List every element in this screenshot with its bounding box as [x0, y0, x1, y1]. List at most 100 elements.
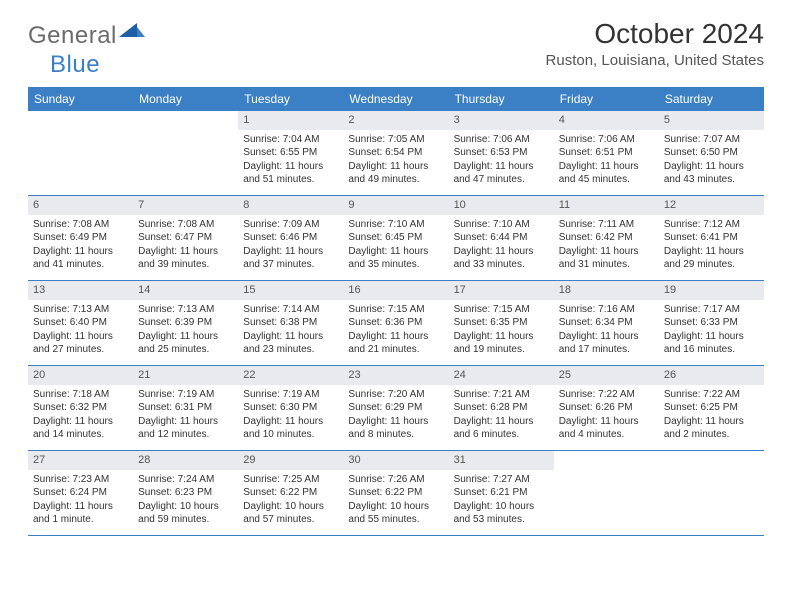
sunrise-text: Sunrise: 7:13 AM: [33, 303, 128, 317]
sunrise-text: Sunrise: 7:06 AM: [559, 133, 654, 147]
day-cell: 16Sunrise: 7:15 AMSunset: 6:36 PMDayligh…: [343, 281, 448, 365]
sunrise-text: Sunrise: 7:15 AM: [454, 303, 549, 317]
daylight-text: Daylight: 11 hours and 51 minutes.: [243, 160, 338, 187]
day-number: 31: [449, 451, 554, 470]
daylight-text: Daylight: 10 hours and 55 minutes.: [348, 500, 443, 527]
sunrise-text: Sunrise: 7:18 AM: [33, 388, 128, 402]
sunset-text: Sunset: 6:22 PM: [243, 486, 338, 500]
daylight-text: Daylight: 11 hours and 27 minutes.: [33, 330, 128, 357]
sunrise-text: Sunrise: 7:17 AM: [664, 303, 759, 317]
day-number: 14: [133, 281, 238, 300]
day-number: 21: [133, 366, 238, 385]
sunrise-text: Sunrise: 7:10 AM: [348, 218, 443, 232]
day-number: 22: [238, 366, 343, 385]
day-cell: 10Sunrise: 7:10 AMSunset: 6:44 PMDayligh…: [449, 196, 554, 280]
week-row: 6Sunrise: 7:08 AMSunset: 6:49 PMDaylight…: [28, 196, 764, 281]
day-cell: 23Sunrise: 7:20 AMSunset: 6:29 PMDayligh…: [343, 366, 448, 450]
day-number: 2: [343, 111, 448, 130]
day-number: 5: [659, 111, 764, 130]
sunrise-text: Sunrise: 7:11 AM: [559, 218, 654, 232]
title-block: October 2024 Ruston, Louisiana, United S…: [546, 18, 764, 69]
day-number: 23: [343, 366, 448, 385]
daylight-text: Daylight: 10 hours and 53 minutes.: [454, 500, 549, 527]
day-number: 28: [133, 451, 238, 470]
day-header-row: SundayMondayTuesdayWednesdayThursdayFrid…: [28, 87, 764, 111]
day-header-cell: Wednesday: [343, 87, 448, 111]
sunset-text: Sunset: 6:51 PM: [559, 146, 654, 160]
week-row: 27Sunrise: 7:23 AMSunset: 6:24 PMDayligh…: [28, 451, 764, 536]
day-number: 12: [659, 196, 764, 215]
sunrise-text: Sunrise: 7:27 AM: [454, 473, 549, 487]
sunset-text: Sunset: 6:46 PM: [243, 231, 338, 245]
day-cell: 25Sunrise: 7:22 AMSunset: 6:26 PMDayligh…: [554, 366, 659, 450]
daylight-text: Daylight: 11 hours and 29 minutes.: [664, 245, 759, 272]
sunset-text: Sunset: 6:40 PM: [33, 316, 128, 330]
sunset-text: Sunset: 6:44 PM: [454, 231, 549, 245]
day-number: 19: [659, 281, 764, 300]
sunrise-text: Sunrise: 7:04 AM: [243, 133, 338, 147]
day-number: 26: [659, 366, 764, 385]
sunset-text: Sunset: 6:39 PM: [138, 316, 233, 330]
sunrise-text: Sunrise: 7:24 AM: [138, 473, 233, 487]
day-number: 8: [238, 196, 343, 215]
sunset-text: Sunset: 6:26 PM: [559, 401, 654, 415]
day-header-cell: Sunday: [28, 87, 133, 111]
sunset-text: Sunset: 6:35 PM: [454, 316, 549, 330]
day-number: 20: [28, 366, 133, 385]
sunset-text: Sunset: 6:33 PM: [664, 316, 759, 330]
sunset-text: Sunset: 6:32 PM: [33, 401, 128, 415]
daylight-text: Daylight: 11 hours and 45 minutes.: [559, 160, 654, 187]
day-cell: 15Sunrise: 7:14 AMSunset: 6:38 PMDayligh…: [238, 281, 343, 365]
daylight-text: Daylight: 11 hours and 41 minutes.: [33, 245, 128, 272]
day-cell: 17Sunrise: 7:15 AMSunset: 6:35 PMDayligh…: [449, 281, 554, 365]
day-cell: 13 Sunrise: 7:13 AMSunset: 6:40 PMDayligh…: [28, 281, 133, 365]
day-cell: 4Sunrise: 7:06 AMSunset: 6:51 PMDaylight…: [554, 111, 659, 195]
day-number: 10: [449, 196, 554, 215]
daylight-text: Daylight: 11 hours and 21 minutes.: [348, 330, 443, 357]
daylight-text: Daylight: 11 hours and 49 minutes.: [348, 160, 443, 187]
day-number: 24: [449, 366, 554, 385]
location-text: Ruston, Louisiana, United States: [546, 52, 764, 69]
day-number: 6: [28, 196, 133, 215]
day-cell: 6Sunrise: 7:08 AMSunset: 6:49 PMDaylight…: [28, 196, 133, 280]
daylight-text: Daylight: 11 hours and 17 minutes.: [559, 330, 654, 357]
sunset-text: Sunset: 6:25 PM: [664, 401, 759, 415]
daylight-text: Daylight: 11 hours and 6 minutes.: [454, 415, 549, 442]
day-cell: 3Sunrise: 7:06 AMSunset: 6:53 PMDaylight…: [449, 111, 554, 195]
sunset-text: Sunset: 6:28 PM: [454, 401, 549, 415]
daylight-text: Daylight: 10 hours and 59 minutes.: [138, 500, 233, 527]
day-cell: 22Sunrise: 7:19 AMSunset: 6:30 PMDayligh…: [238, 366, 343, 450]
day-cell: 12Sunrise: 7:12 AMSunset: 6:41 PMDayligh…: [659, 196, 764, 280]
sunset-text: Sunset: 6:55 PM: [243, 146, 338, 160]
brand-text-1: General: [28, 22, 117, 50]
sunrise-text: Sunrise: 7:13 AM: [138, 303, 233, 317]
day-number: 11: [554, 196, 659, 215]
sunrise-text: Sunrise: 7:05 AM: [348, 133, 443, 147]
sunset-text: Sunset: 6:41 PM: [664, 231, 759, 245]
day-number: 30: [343, 451, 448, 470]
daylight-text: Daylight: 11 hours and 1 minute.: [33, 500, 128, 527]
sunset-text: Sunset: 6:23 PM: [138, 486, 233, 500]
brand-logo: General: [28, 22, 145, 50]
day-cell: 2Sunrise: 7:05 AMSunset: 6:54 PMDaylight…: [343, 111, 448, 195]
day-cell: 24Sunrise: 7:21 AMSunset: 6:28 PMDayligh…: [449, 366, 554, 450]
day-header-cell: Thursday: [449, 87, 554, 111]
empty-day-cell: [133, 111, 238, 195]
calendar-grid: SundayMondayTuesdayWednesdayThursdayFrid…: [28, 87, 764, 536]
week-row: 13Sunrise: 7:13 AMSunset: 6:40 PMDayligh…: [28, 281, 764, 366]
sunset-text: Sunset: 6:53 PM: [454, 146, 549, 160]
daylight-text: Daylight: 11 hours and 16 minutes.: [664, 330, 759, 357]
sunrise-text: Sunrise: 7:08 AM: [33, 218, 128, 232]
sunset-text: Sunset: 6:47 PM: [138, 231, 233, 245]
day-header-cell: Tuesday: [238, 87, 343, 111]
day-number: 15: [238, 281, 343, 300]
day-cell: 18Sunrise: 7:16 AMSunset: 6:34 PMDayligh…: [554, 281, 659, 365]
day-cell: 1Sunrise: 7:04 AMSunset: 6:55 PMDaylight…: [238, 111, 343, 195]
day-cell: 30Sunrise: 7:26 AMSunset: 6:22 PMDayligh…: [343, 451, 448, 535]
day-cell: 11Sunrise: 7:11 AMSunset: 6:42 PMDayligh…: [554, 196, 659, 280]
sunrise-text: Sunrise: 7:19 AM: [138, 388, 233, 402]
day-cell: 27Sunrise: 7:23 AMSunset: 6:24 PMDayligh…: [28, 451, 133, 535]
day-number: 18: [554, 281, 659, 300]
day-number: 13: [28, 281, 133, 300]
day-number: 16: [343, 281, 448, 300]
